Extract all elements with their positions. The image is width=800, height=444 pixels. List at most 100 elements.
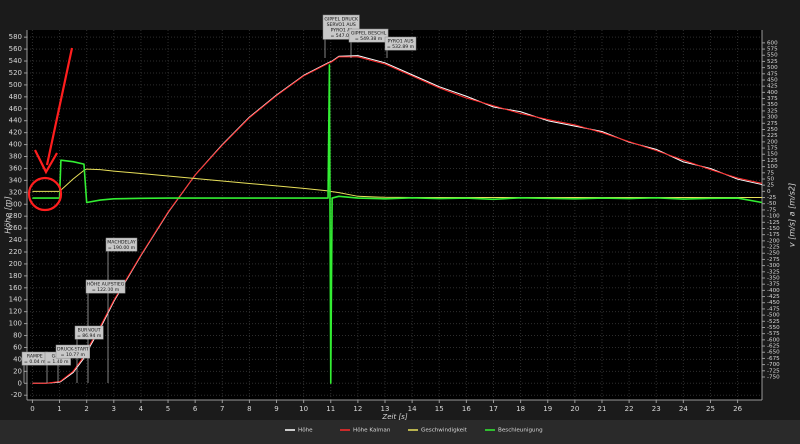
x-tick-label: 0 — [30, 405, 34, 413]
y2-tick-label: 100 — [767, 164, 778, 170]
y-tick-label: 220 — [9, 248, 22, 256]
y2-tick-label: 0 — [767, 189, 771, 195]
y-tick-label: 120 — [9, 308, 22, 316]
annotation-text: MACHDELAY — [107, 239, 136, 245]
y-tick-label: 460 — [9, 105, 22, 113]
y2-tick-label: 275 — [767, 121, 778, 127]
y2-tick-label: -525 — [767, 319, 780, 325]
annotation-text: HÖHE AUFSTIEG — [87, 280, 125, 287]
y2-tick-label: -250 — [767, 251, 780, 257]
x-tick-label: 26 — [733, 405, 742, 413]
x-tick-label: 23 — [652, 405, 661, 413]
y2-tick-label: -425 — [767, 294, 780, 300]
y2-tick-label: 200 — [767, 139, 778, 145]
y-tick-label: 60 — [13, 343, 22, 351]
y2-axis-label: v [m/s] a [m/s2] — [788, 183, 797, 247]
y2-tick-label: -150 — [767, 226, 780, 232]
y-tick-label: 0 — [18, 379, 22, 387]
x-tick-label: 24 — [679, 405, 688, 413]
x-tick-label: 25 — [706, 405, 715, 413]
x-tick-label: 7 — [220, 405, 224, 413]
x-tick-label: 17 — [489, 405, 498, 413]
x-tick-label: 20 — [570, 405, 579, 413]
y2-tick-label: 550 — [767, 53, 778, 59]
y2-tick-label: 350 — [767, 102, 778, 108]
annotation: PYRO1 AUS= 532.89 m — [384, 36, 417, 58]
y-tick-label: 360 — [9, 164, 22, 172]
red-arrow-marker — [27, 47, 74, 212]
y2-tick-label: 475 — [767, 71, 778, 77]
legend: Höhe Höhe Kalman Geschwindigkeit Beschleuni… — [285, 428, 543, 434]
y2-tick-label: -225 — [767, 245, 780, 251]
y2-tick-label: 75 — [767, 170, 775, 176]
y2-tick-label: 450 — [767, 77, 778, 83]
annotation: BURNOUT= 86.94 m — [74, 325, 104, 383]
y2-tick-label: 225 — [767, 133, 778, 139]
plot-area — [27, 30, 762, 400]
y2-tick-label: -750 — [767, 374, 780, 380]
y2-tick-label: 25 — [767, 183, 775, 189]
y2-tick-label: -375 — [767, 282, 780, 288]
x-tick-label: 8 — [247, 405, 251, 413]
x-tick-label: 2 — [84, 405, 88, 413]
y-tick-label: 520 — [9, 69, 22, 77]
x-tick-label: 22 — [625, 405, 634, 413]
annotation-text: PYRO1 AI — [331, 28, 352, 34]
y2-tick-label: -200 — [767, 238, 780, 244]
y-tick-label: 320 — [9, 188, 22, 196]
annotation: GIPFEL BESCHL= 549.38 m — [348, 28, 389, 58]
legend-label: Höhe — [298, 428, 313, 434]
y2-tick-label: -300 — [767, 263, 780, 269]
y2-tick-label: -600 — [767, 337, 780, 343]
y2-tick-label: -100 — [767, 214, 780, 220]
y2-tick-label: -50 — [767, 201, 777, 207]
annotation-text: = 549.38 m — [355, 36, 383, 42]
annotation-box — [55, 344, 90, 359]
arrow-head — [34, 149, 58, 175]
y2-tick-label: 375 — [767, 96, 778, 102]
y2-tick-label: -575 — [767, 331, 780, 337]
y2-tick-label: -25 — [767, 195, 777, 201]
y-tick-label: 340 — [9, 176, 22, 184]
legend-label: Beschleunigung — [498, 428, 543, 434]
y2-tick-label: 425 — [767, 84, 778, 90]
y2-tick-label: -550 — [767, 325, 780, 331]
y-tick-label: 40 — [13, 355, 22, 363]
annotation-text: = 0.04 m — [24, 359, 46, 365]
annotation-text: GIPFEL DRUCK — [324, 16, 359, 22]
y2-tick-label: -625 — [767, 344, 780, 350]
annotation: MACHDELAY= 190.00 m — [105, 237, 138, 383]
axes: -200204060801001201401601802002202402602… — [9, 30, 780, 413]
x-tick-label: 9 — [274, 405, 278, 413]
annotation-text: = 122.00 m — [92, 287, 120, 293]
y-tick-label: 240 — [9, 236, 22, 244]
y2-tick-label: 50 — [767, 176, 775, 182]
annotation-text: SERVO1 AUS — [327, 22, 356, 28]
annotation-box — [74, 325, 104, 340]
x-tick-label: 3 — [112, 405, 116, 413]
annotation-box — [322, 14, 360, 40]
x-tick-label: 5 — [166, 405, 170, 413]
annotation-text: = 190.00 m — [108, 245, 136, 251]
annotation-text: = 547.07 — [331, 33, 352, 39]
annotation: DRUCK-START= 10.77 m — [55, 344, 90, 383]
annotation: HÖHE AUFSTIEG= 122.00 m — [85, 279, 126, 383]
y2-tick-label: -275 — [767, 257, 780, 263]
y2-tick-label: 325 — [767, 108, 778, 114]
y-tick-label: 420 — [9, 129, 22, 137]
annotation-text: DRUCK-START — [57, 346, 89, 352]
y-tick-label: 440 — [9, 117, 22, 125]
y2-tick-label: 400 — [767, 90, 778, 96]
y-tick-label: 160 — [9, 284, 22, 292]
y-tick-label: 480 — [9, 93, 22, 101]
y2-tick-label: 150 — [767, 152, 778, 158]
arrow-shaft — [45, 47, 74, 166]
x-tick-label: 1 — [57, 405, 61, 413]
y2-tick-label: 175 — [767, 146, 778, 152]
y-tick-label: 380 — [9, 153, 22, 161]
legend-bar — [0, 420, 800, 444]
x-tick-label: 18 — [516, 405, 525, 413]
annotation-text: RAMPE — [27, 353, 43, 359]
